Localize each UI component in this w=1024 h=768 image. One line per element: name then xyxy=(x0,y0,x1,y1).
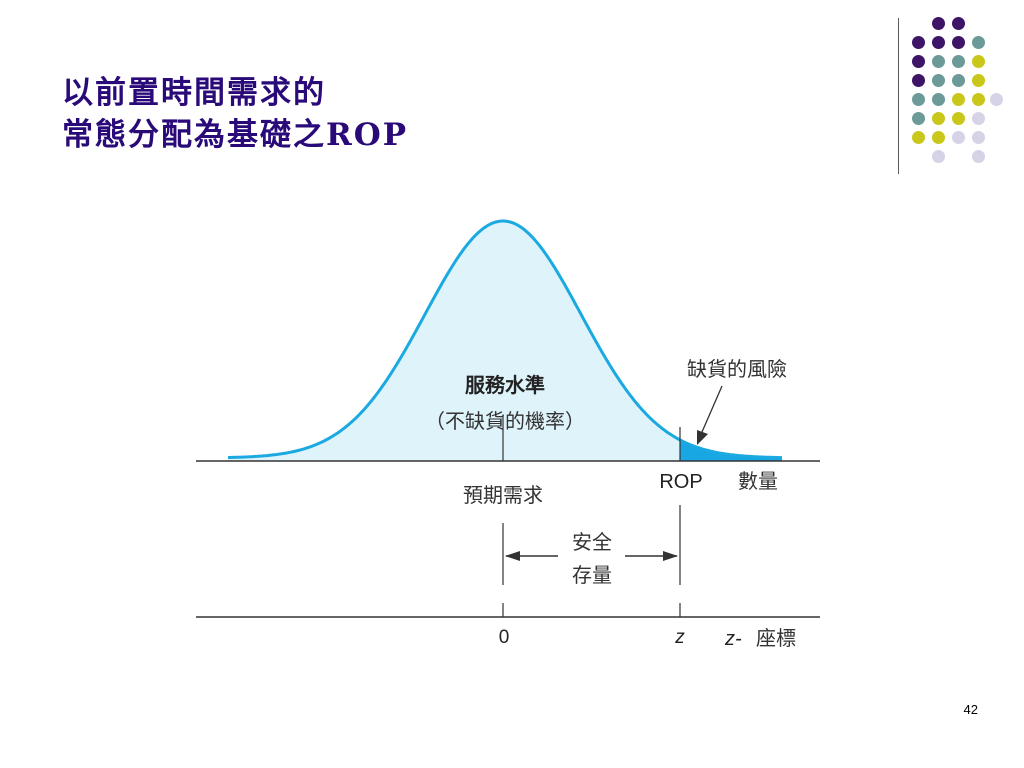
decorative-dot xyxy=(912,131,925,144)
decorative-dot xyxy=(932,55,945,68)
expected-demand-label: 預期需求 xyxy=(463,483,543,507)
decorative-dot xyxy=(912,55,925,68)
risk-pointer-line xyxy=(701,385,723,433)
decorative-dot xyxy=(932,150,945,163)
decorative-dot xyxy=(972,36,985,49)
service-level-label: 服務水準 xyxy=(465,373,545,397)
page-number: 42 xyxy=(963,702,978,717)
decorative-dot xyxy=(912,93,925,106)
decorative-dot xyxy=(952,36,965,49)
arrowhead-right xyxy=(663,551,678,561)
decorative-dot xyxy=(952,74,965,87)
decorative-dot xyxy=(912,74,925,87)
decorative-dot xyxy=(972,55,985,68)
stockout-risk-label: 缺貨的風險 xyxy=(687,357,787,381)
title-line-1: 以前置時間需求的 xyxy=(62,75,326,111)
decorative-dot xyxy=(952,93,965,106)
decorative-dot xyxy=(990,93,1003,106)
normal-curve xyxy=(228,219,782,460)
decorative-dot xyxy=(972,93,985,106)
z-axis-variable: z- xyxy=(724,628,742,650)
decorative-dot xyxy=(912,36,925,49)
rop-label: ROP xyxy=(659,471,702,493)
arrowhead-left xyxy=(505,551,520,561)
decorative-dot xyxy=(932,93,945,106)
decorative-dot xyxy=(972,150,985,163)
service-level-area xyxy=(228,221,680,461)
decorative-dot xyxy=(932,17,945,30)
service-level-sublabel: （不缺貨的機率） xyxy=(425,409,585,433)
decorative-dot xyxy=(952,17,965,30)
decorative-dot xyxy=(972,131,985,144)
decorative-dot xyxy=(932,131,945,144)
risk-pointer-arrowhead xyxy=(697,430,708,445)
z-zero-label: 0 xyxy=(499,627,510,648)
decorative-dot xyxy=(972,112,985,125)
decorative-dot xyxy=(932,36,945,49)
decorative-dot xyxy=(932,112,945,125)
slide-title: 以前置時間需求的 常態分配為基礎之ROP xyxy=(62,72,408,156)
z-axis-word: 座標 xyxy=(756,626,796,650)
stockout-risk-area xyxy=(680,439,782,461)
decorative-dot xyxy=(952,131,965,144)
decorative-dot xyxy=(952,55,965,68)
safety-stock-label-1: 安全 xyxy=(572,530,612,554)
decorative-divider xyxy=(898,18,899,174)
decorative-dot xyxy=(952,112,965,125)
safety-stock-label-2: 存量 xyxy=(572,563,612,587)
decorative-dot xyxy=(932,74,945,87)
decorative-dot xyxy=(912,112,925,125)
quantity-label: 數量 xyxy=(738,469,778,493)
decorative-dot xyxy=(972,74,985,87)
title-line-2: 常態分配為基礎之ROP xyxy=(62,117,409,153)
z-mark-label: z xyxy=(674,627,685,648)
